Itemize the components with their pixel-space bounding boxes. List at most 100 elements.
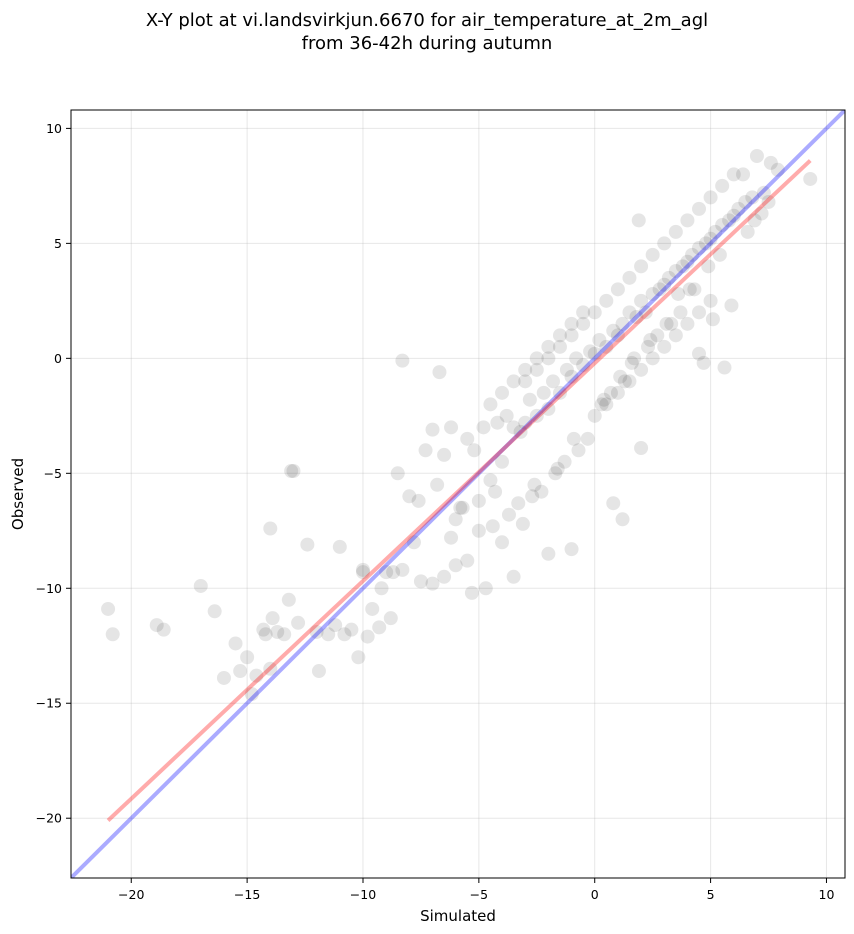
data-point <box>583 344 598 359</box>
identity-line <box>71 110 845 878</box>
data-point <box>527 477 542 492</box>
data-point <box>703 231 718 246</box>
data-point <box>383 611 398 626</box>
data-point <box>490 415 505 430</box>
data-point <box>643 332 658 347</box>
data-point <box>564 369 579 384</box>
data-point <box>712 247 727 262</box>
data-point <box>705 312 720 327</box>
data-point <box>657 339 672 354</box>
data-point <box>552 339 567 354</box>
data-point <box>668 328 683 343</box>
data-point <box>627 351 642 366</box>
data-point <box>763 155 778 170</box>
data-point <box>515 516 530 531</box>
y-tick-label: −15 <box>36 696 62 711</box>
data-point <box>233 664 248 679</box>
data-point <box>453 500 468 515</box>
data-point <box>328 618 343 633</box>
data-point <box>703 190 718 205</box>
data-point <box>425 576 440 591</box>
data-point <box>557 454 572 469</box>
data-point <box>726 167 741 182</box>
data-point <box>747 213 762 228</box>
data-point <box>610 328 625 343</box>
data-point <box>432 365 447 380</box>
data-point <box>265 611 280 626</box>
data-point <box>101 601 116 616</box>
data-point <box>506 420 521 435</box>
x-tick-label: 5 <box>707 887 715 902</box>
data-point <box>726 208 741 223</box>
data-point <box>455 500 470 515</box>
data-point <box>406 535 421 550</box>
data-point <box>525 489 540 504</box>
data-point <box>536 385 551 400</box>
data-point <box>374 581 389 596</box>
data-point <box>657 277 672 292</box>
x-axis-label: Simulated <box>420 907 496 925</box>
data-point <box>355 562 370 577</box>
data-point <box>337 627 352 642</box>
data-point <box>740 224 755 239</box>
data-point <box>641 339 656 354</box>
data-point <box>281 592 296 607</box>
data-point <box>228 636 243 651</box>
data-point <box>437 569 452 584</box>
data-point <box>615 316 630 331</box>
data-point <box>645 351 660 366</box>
data-point <box>448 512 463 527</box>
data-point <box>715 217 730 232</box>
data-point <box>518 415 533 430</box>
data-point <box>722 213 737 228</box>
data-point <box>105 627 120 642</box>
data-point <box>606 496 621 511</box>
data-point <box>622 305 637 320</box>
data-point <box>738 194 753 209</box>
data-point <box>425 422 440 437</box>
y-tick-label: −10 <box>36 581 62 596</box>
data-point <box>622 270 637 285</box>
y-tick-label: 10 <box>46 121 62 136</box>
data-point <box>596 392 611 407</box>
data-point <box>499 408 514 423</box>
data-point <box>529 351 544 366</box>
data-point <box>240 650 255 665</box>
data-point <box>703 293 718 308</box>
data-point <box>300 537 315 552</box>
plot-frame <box>70 109 846 879</box>
data-point <box>355 565 370 580</box>
data-point <box>761 194 776 209</box>
data-point <box>559 362 574 377</box>
data-point <box>736 167 751 182</box>
data-point <box>471 523 486 538</box>
data-point <box>606 323 621 338</box>
data-point <box>756 185 771 200</box>
data-point <box>610 282 625 297</box>
data-point <box>675 259 690 274</box>
data-point <box>360 629 375 644</box>
data-point <box>803 171 818 186</box>
data-point <box>518 374 533 389</box>
data-point <box>464 585 479 600</box>
x-axis-ticks: −20 −15 −10 −5 0 5 10 <box>118 878 834 902</box>
data-point <box>395 353 410 368</box>
data-point <box>724 298 739 313</box>
y-tick-label: −20 <box>36 811 62 826</box>
data-point <box>483 397 498 412</box>
data-point <box>270 624 285 639</box>
data-point <box>731 201 746 216</box>
grid-lines <box>71 110 845 878</box>
data-point <box>692 346 707 361</box>
data-point <box>673 305 688 320</box>
data-point <box>680 254 695 269</box>
x-tick-label: 0 <box>591 887 599 902</box>
y-axis-label: Observed <box>9 458 27 530</box>
y-axis-ticks: −20 −15 −10 −5 0 5 10 <box>36 121 71 826</box>
data-points <box>101 148 818 702</box>
y-tick-label: 5 <box>54 236 62 251</box>
data-point <box>309 624 324 639</box>
data-point <box>631 213 646 228</box>
data-point <box>444 420 459 435</box>
